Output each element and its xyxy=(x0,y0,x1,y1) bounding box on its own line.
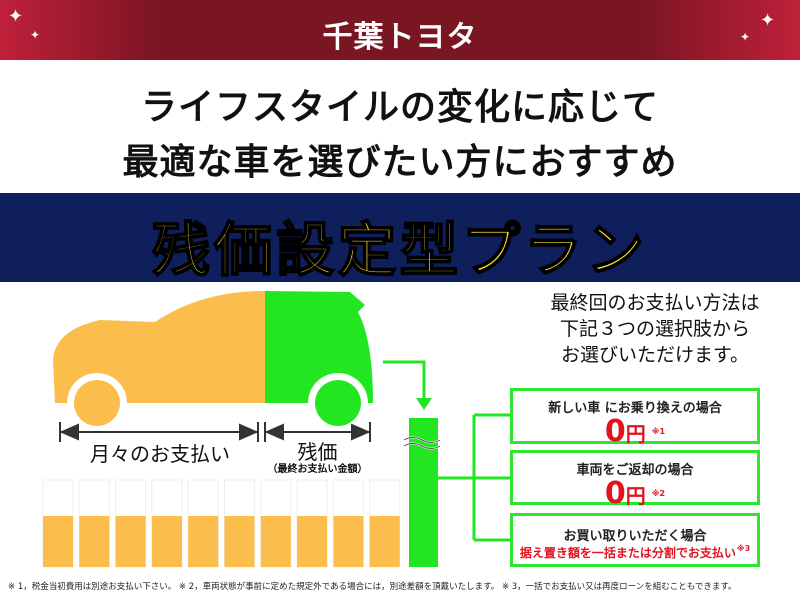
sparkle-icon: ✦ xyxy=(740,30,751,44)
connector-lines xyxy=(383,360,510,542)
dimension-arrows xyxy=(59,422,371,442)
option-amount: 0 xyxy=(604,414,626,449)
header-banner: ✦ ✦ ✦ ✦ 千葉トヨタ xyxy=(0,0,800,60)
option-note: ※2 xyxy=(651,489,666,498)
monthly-payment-label: 月々のお支払い xyxy=(90,442,230,466)
payment-bar-fill xyxy=(115,516,146,567)
intro-text: 最終回のお支払い方法は 下記３つの選択肢から お選びいただけます。 xyxy=(500,290,800,368)
payment-bars xyxy=(42,479,401,568)
residual-sublabel: （最終お支払い金額） xyxy=(267,464,368,475)
payment-bar-fill xyxy=(188,516,219,567)
plan-title: 残価設定型プラン xyxy=(151,215,648,285)
option-buyout: お買い取りいただく場合 据え置き額を一括または分割でお支払い※3 xyxy=(510,513,760,567)
plan-banner: 残価設定型プラン xyxy=(0,193,800,285)
option-title: お買い取りいただく場合 xyxy=(563,529,707,544)
payment-bar-fill xyxy=(79,516,110,567)
payment-bar-fill xyxy=(43,516,73,567)
option-trade-in: 新しい車 にお乗り換えの場合 0円 ※1 xyxy=(510,388,760,448)
front-wheel xyxy=(74,380,120,426)
sparkle-icon: ✦ xyxy=(760,10,776,31)
intro-line: 最終回のお支払い方法は xyxy=(550,292,760,314)
payment-bar-fill xyxy=(151,516,182,567)
payment-bar-fill xyxy=(297,516,328,567)
intro-line: お選びいただけます。 xyxy=(560,344,750,366)
residual-label: 残価 xyxy=(297,440,338,464)
rear-wheel xyxy=(315,380,361,426)
option-return: 車両をご返却の場合 0円 ※2 xyxy=(510,450,760,510)
sparkle-icon: ✦ xyxy=(30,28,41,42)
option-note: ※1 xyxy=(651,427,666,436)
option-detail: 据え置き額を一括または分割でお支払い xyxy=(519,546,736,560)
payment-bar-fill xyxy=(260,516,291,567)
arrow-down-icon xyxy=(416,398,432,410)
headline-line1: ライフスタイルの変化に応じて xyxy=(140,87,659,128)
option-unit: 円 xyxy=(625,422,646,446)
option-note: ※3 xyxy=(736,544,751,553)
payment-bar-fill xyxy=(333,516,364,567)
option-amount: 0 xyxy=(604,476,626,511)
payment-bar-fill xyxy=(224,516,255,567)
option-title: 車両をご返却の場合 xyxy=(576,463,694,478)
option-unit: 円 xyxy=(625,484,646,508)
headline-line2: 最適な車を選びたい方におすすめ xyxy=(122,142,678,183)
sparkle-icon: ✦ xyxy=(8,6,24,27)
option-title: 新しい車 にお乗り換えの場合 xyxy=(548,401,722,416)
intro-line: 下記３つの選択肢から xyxy=(559,318,750,340)
footnotes: ※ 1，税金当初費用は別途お支払い下さい。 ※ 2，車両状態が事前に定めた規定外… xyxy=(8,582,737,592)
payment-bar-fill xyxy=(369,516,400,567)
logo: 千葉トヨタ xyxy=(322,20,478,55)
car-illustration xyxy=(53,291,373,433)
